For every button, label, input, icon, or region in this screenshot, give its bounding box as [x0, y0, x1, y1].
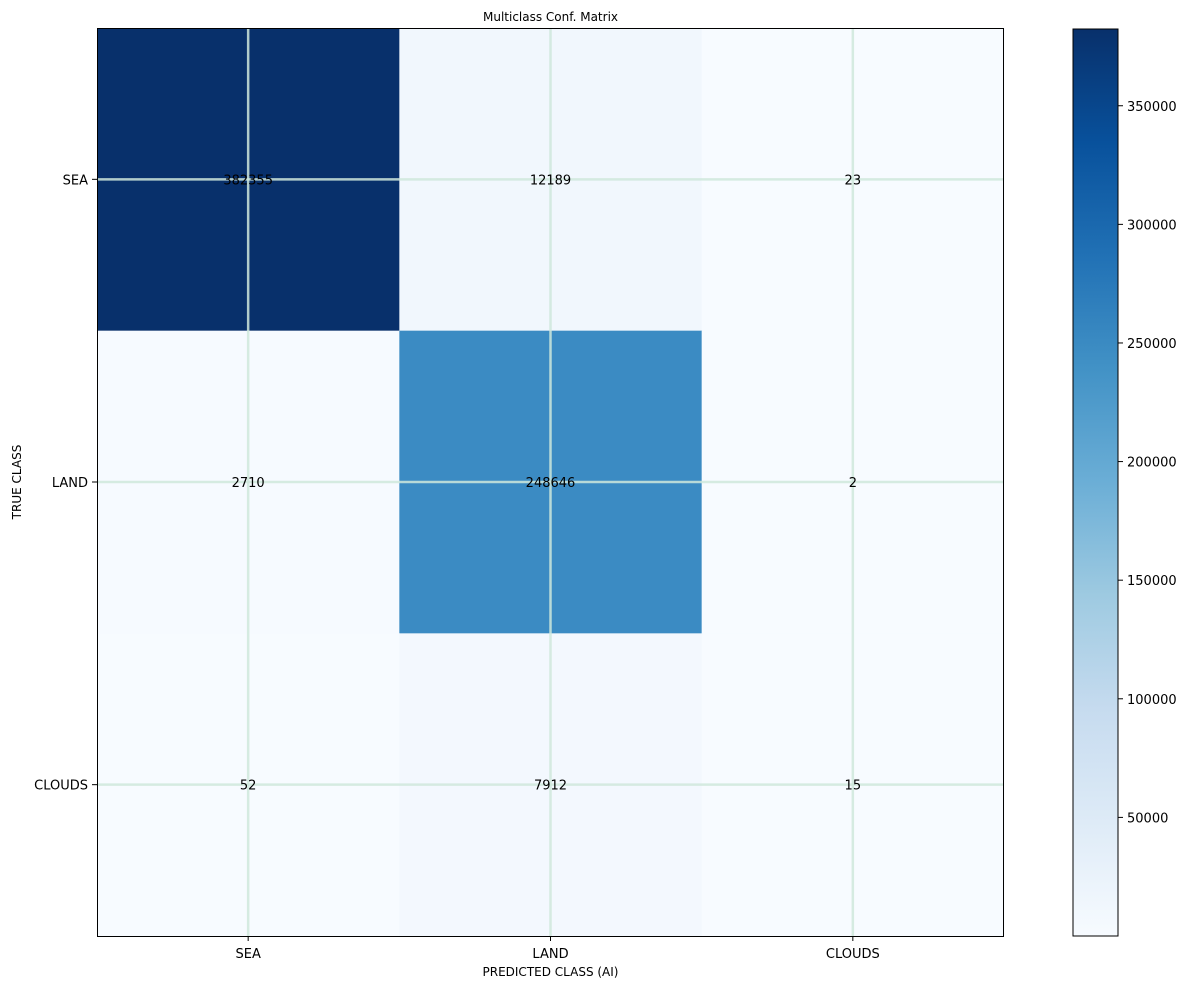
colorbar-ticks: 50000 100000 150000 200000 250000 300000 35000…: [1118, 100, 1177, 826]
x-tick-label: LAND: [532, 947, 568, 962]
cell-value-label: 23: [845, 173, 862, 188]
y-tick-label: LAND: [52, 476, 88, 491]
cell-value-label: 52: [240, 779, 257, 794]
x-tick-label: SEA: [235, 947, 260, 962]
cell-value-label: 2: [849, 476, 857, 491]
y-tick-label: CLOUDS: [34, 779, 88, 794]
cell-value-label: 7912: [534, 779, 567, 794]
colorbar-tick-label: 300000: [1127, 218, 1177, 233]
x-axis-label: PREDICTED CLASS (AI): [483, 965, 619, 979]
cell-value-label: 382355: [223, 173, 273, 188]
cell-value-label: 12189: [530, 173, 571, 188]
cell-value-label: 15: [845, 779, 862, 794]
y-tick-label: SEA: [63, 173, 88, 188]
colorbar-tick-label: 100000: [1127, 693, 1177, 708]
cell-value-label: 248646: [526, 476, 576, 491]
x-axis-ticks: SEA LAND CLOUDS: [235, 936, 880, 962]
colorbar-tick-label: 250000: [1127, 337, 1177, 352]
y-axis-label: TRUE CLASS: [10, 445, 24, 521]
colorbar-tick-label: 50000: [1127, 811, 1168, 826]
gridlines: [97, 28, 1004, 936]
colorbar-tick-label: 200000: [1127, 456, 1177, 471]
cell-value-labels: 382355 12189 23 2710 248646 2 52 7912 15: [223, 173, 861, 793]
x-tick-label: CLOUDS: [826, 947, 880, 962]
colorbar-tick-label: 150000: [1127, 574, 1177, 589]
chart-title: Multiclass Conf. Matrix: [483, 10, 618, 24]
colorbar-tick-label: 350000: [1127, 100, 1177, 115]
cell-value-label: 2710: [232, 476, 265, 491]
colorbar: [1072, 28, 1119, 937]
y-axis-ticks: SEA LAND CLOUDS: [34, 173, 97, 794]
